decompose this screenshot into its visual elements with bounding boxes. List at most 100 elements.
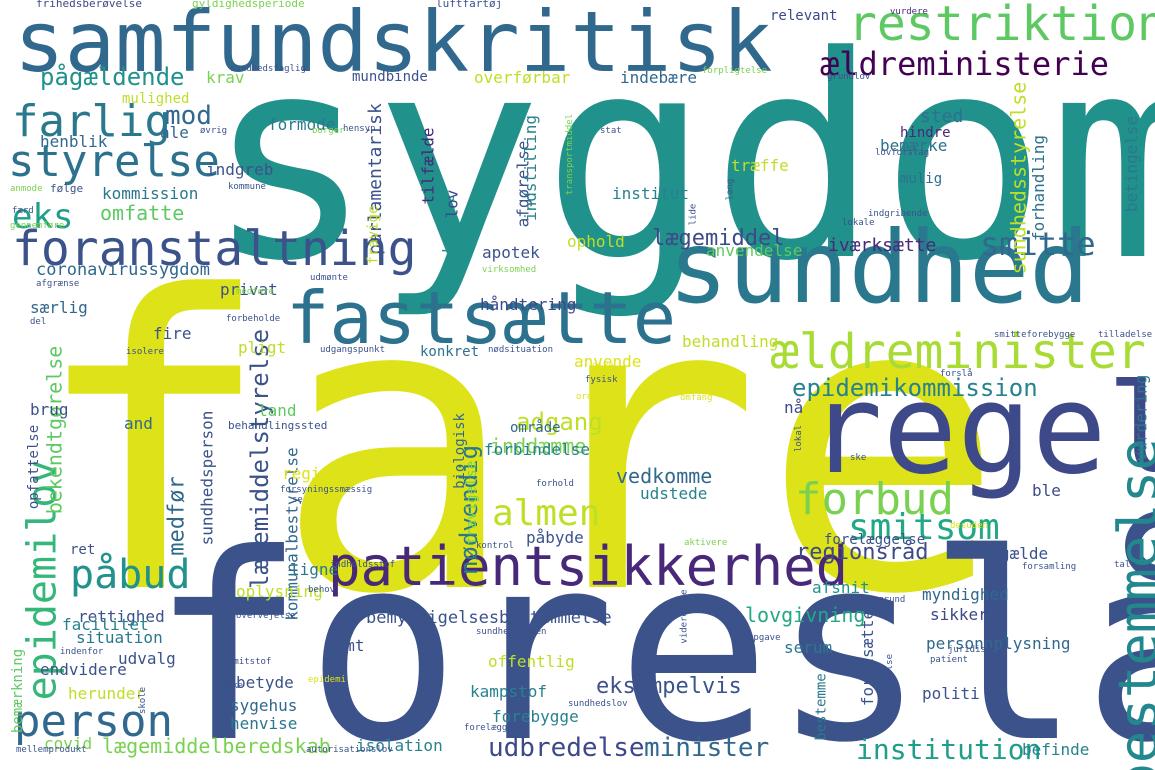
word-122: sygehus — [230, 696, 298, 715]
word-121: herunder — [68, 684, 146, 703]
word-6: regel — [808, 358, 1155, 502]
word-61: hindre — [900, 125, 951, 141]
word-180: ad — [808, 626, 819, 636]
word-104: forelæggelse — [824, 532, 926, 548]
word-154: medføre — [236, 287, 274, 297]
word-80: overførbar — [474, 68, 571, 87]
word-41: coronavirussygdom — [36, 260, 210, 280]
word-170: forsyningssmæssig — [280, 485, 373, 495]
word-167: ordning — [576, 392, 614, 402]
word-120: udvalg — [118, 649, 176, 668]
word-11: ældreminister — [770, 324, 1146, 380]
word-112: bestemme — [813, 673, 830, 741]
word-76: ale — [160, 123, 189, 142]
word-198: obduktion — [1012, 416, 1023, 465]
word-19: smitte — [980, 225, 1096, 263]
word-152: virksomhed — [482, 265, 537, 275]
word-132: frihedsberøvelse — [36, 0, 142, 10]
word-37: eksempelvis — [596, 674, 742, 699]
word-164: nødsituation — [488, 345, 554, 355]
word-46: bemyndigelsesbestemmelse — [366, 608, 612, 628]
word-137: grundlov — [827, 72, 871, 82]
word-1: sygdom — [205, 0, 1155, 323]
word-13: styrelse — [8, 136, 220, 187]
word-133: gyldighedsperiode — [192, 0, 305, 10]
word-114: vurdering — [1131, 374, 1151, 462]
word-18: smitsom — [848, 507, 1000, 548]
word-158: smitteforebygge — [994, 330, 1076, 340]
word-127: betyde — [236, 673, 294, 692]
word-134: luftfartøj — [436, 0, 503, 10]
word-67: tilfælde — [418, 127, 438, 205]
word-157: indgribende — [868, 209, 928, 219]
word-75: henblik — [40, 132, 108, 151]
word-175: aktivere — [684, 538, 728, 548]
word-189: smitstof — [228, 657, 272, 667]
word-14: farlig — [12, 96, 171, 147]
word-119: endvidere — [40, 660, 127, 679]
word-72: formode — [268, 115, 336, 134]
word-195: mellemprodukt — [16, 745, 87, 755]
word-74: kommission — [102, 184, 199, 203]
word-159: tilladelse — [1098, 330, 1153, 340]
word-181: opgave — [748, 633, 781, 643]
word-166: fysisk — [585, 375, 618, 385]
word-35: minister — [644, 733, 770, 763]
word-92: konkret — [420, 344, 480, 360]
word-5: sundhed — [668, 209, 1090, 326]
word-87: biologisk — [451, 413, 468, 489]
word-64: træffe — [731, 156, 789, 175]
word-161: forbeholde — [226, 314, 281, 324]
word-193: forelægge — [464, 723, 513, 733]
word-54: håndtering — [480, 295, 577, 314]
word-99: ret — [70, 542, 96, 558]
word-184: sundhedsloven — [476, 627, 547, 637]
word-129: kampstof — [470, 682, 548, 701]
word-42: inddæmme — [490, 434, 587, 458]
word-115: nå — [784, 398, 804, 417]
word-98: sundhedsperson — [197, 410, 217, 546]
word-187: overvejelse — [236, 611, 296, 621]
word-145: kommune — [228, 182, 266, 192]
word-81: indebære — [620, 68, 698, 87]
word-103: gælde — [1000, 544, 1049, 563]
word-29: lægemiddel — [652, 226, 785, 251]
word-3: foreslå — [150, 499, 1155, 770]
word-55: anvendelse — [706, 241, 803, 260]
word-10: ældreministerie — [820, 45, 1109, 83]
word-44: udstede — [640, 484, 708, 503]
word-30: lægemiddelstyrelse — [246, 328, 275, 590]
word-73: indgreb — [206, 160, 274, 179]
word-142: øvrig — [200, 126, 228, 136]
word-126: samt — [326, 636, 365, 655]
word-174: indholdsstof — [330, 560, 396, 570]
word-171: se — [292, 495, 303, 505]
word-106: myndighed — [922, 585, 1009, 604]
word-22: almen — [492, 493, 601, 534]
word-160: del — [30, 317, 47, 327]
word-151: gennemføre — [10, 221, 65, 231]
word-24: mod — [165, 101, 212, 131]
word-191: epidemi — [308, 675, 346, 685]
word-116: ble — [1032, 481, 1061, 500]
word-178: tale — [1114, 560, 1136, 570]
word-90: fire — [153, 324, 192, 343]
word-136: sundhedsfaglig — [230, 64, 306, 74]
word-124: covid — [44, 734, 93, 753]
word-141: stat — [600, 126, 622, 136]
word-192: skole — [138, 686, 149, 715]
word-56: iværksætte — [828, 235, 937, 256]
word-97: opfattelse — [26, 424, 43, 510]
word-100: rettighed — [78, 607, 165, 626]
word-102: oplysning — [236, 582, 323, 601]
word-59: betingelse — [1122, 115, 1142, 213]
word-79: mundbinde — [352, 69, 428, 85]
word-125: isolation — [356, 736, 443, 755]
word-33: institution — [856, 733, 1042, 766]
word-148: lang — [725, 178, 736, 201]
word-53: apotek — [482, 243, 540, 262]
word-194: autorisationslov — [306, 745, 393, 755]
word-78: krav — [206, 68, 245, 87]
word-197: undersøgelse — [885, 653, 896, 720]
word-51: anvende — [574, 352, 642, 371]
